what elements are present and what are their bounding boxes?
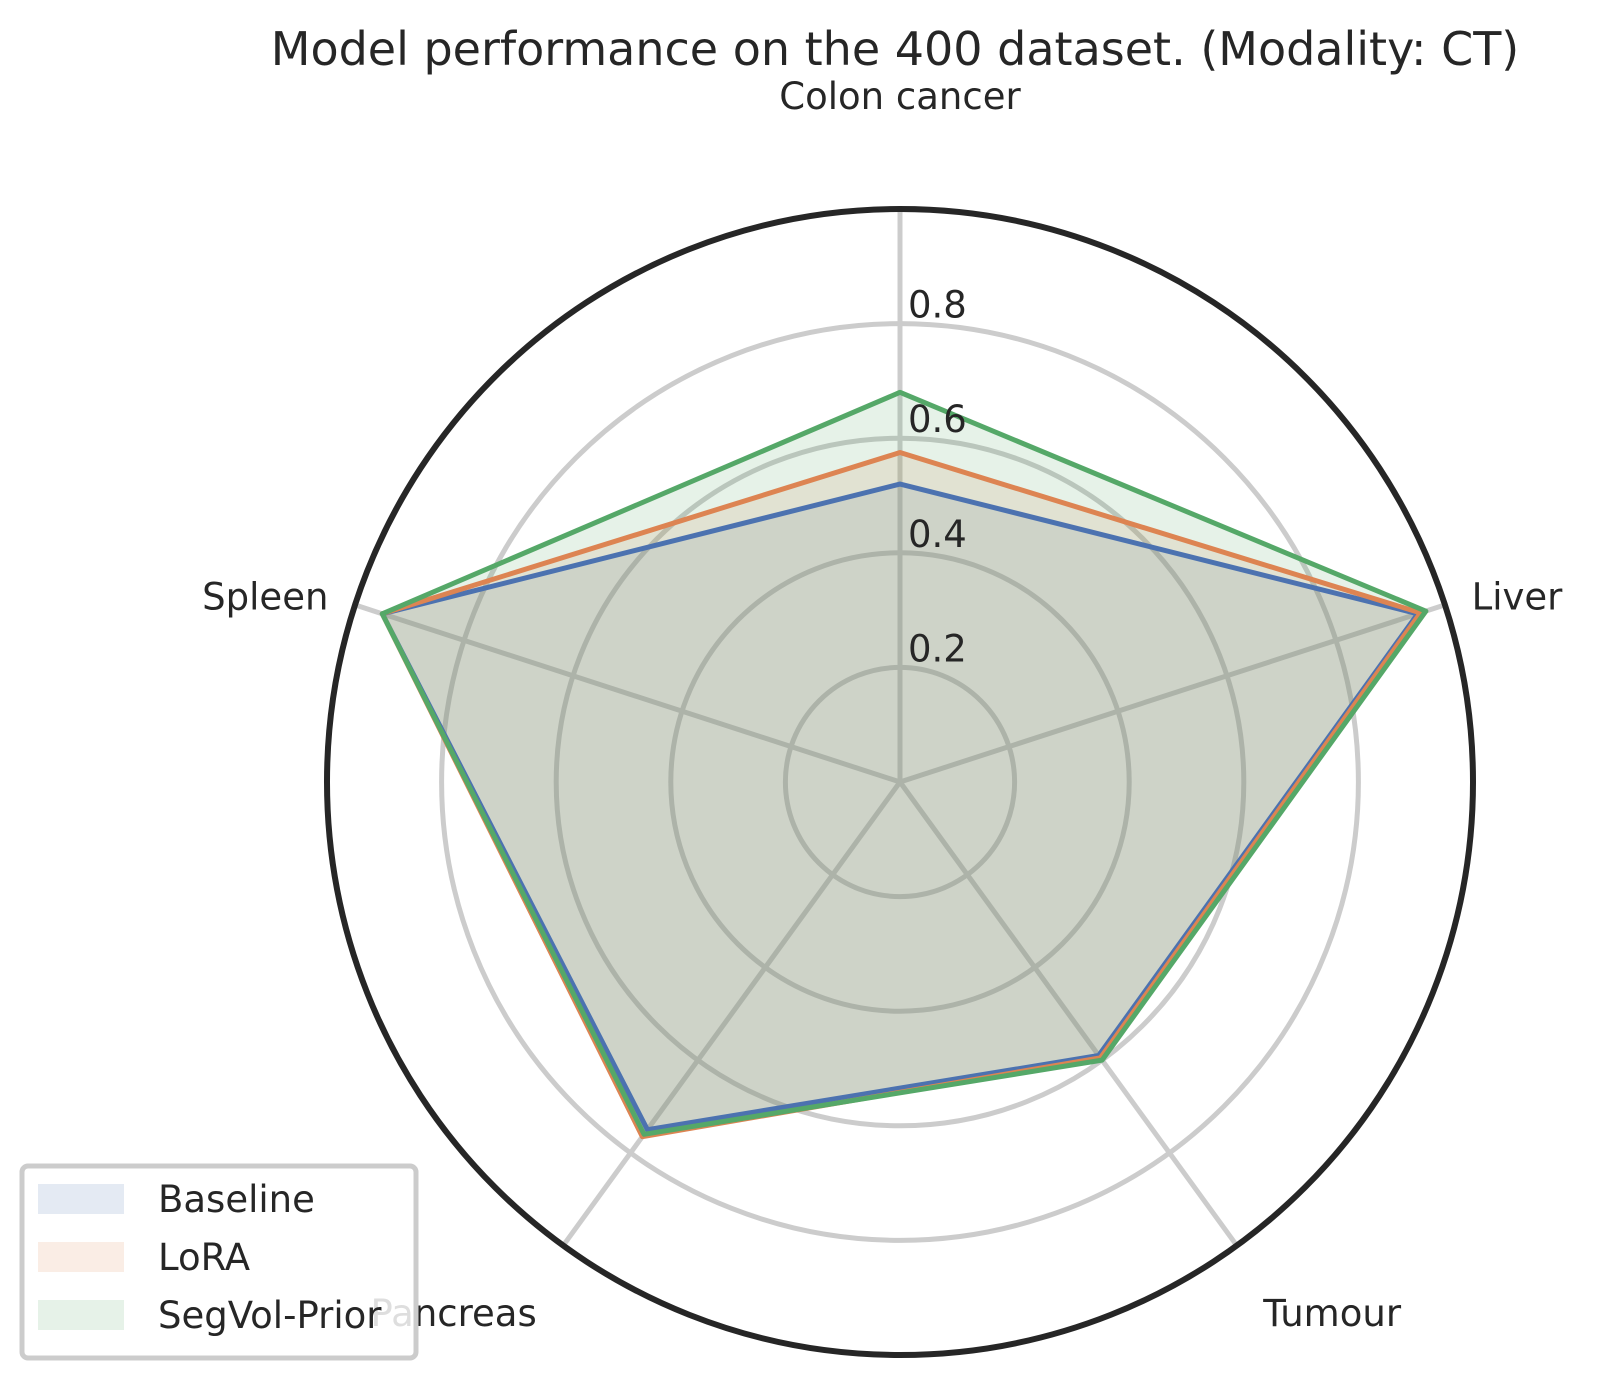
axis-label-4: Spleen <box>202 575 328 618</box>
grid-spoke-4 <box>354 602 901 785</box>
legend-swatch-0 <box>38 1184 124 1214</box>
grid-spoke-1 <box>899 602 1446 785</box>
series-layer <box>379 389 1429 1140</box>
r-tick-label: 0.2 <box>908 627 967 670</box>
axis-label-2: Tumour <box>1262 1292 1402 1335</box>
radial-tick-labels: 0.2 0.4 0.6 0.8 <box>908 284 967 671</box>
legend-box <box>19 1163 419 1361</box>
outer-frame <box>324 206 1476 1358</box>
grid-spoke-3 <box>561 780 903 1248</box>
legend-swatch-1 <box>38 1242 124 1272</box>
series-fill-2 <box>382 392 1426 1135</box>
axis-label-0: Colon cancer <box>779 75 1021 118</box>
legend-label-0: Baseline <box>158 1178 315 1221</box>
radial-grid <box>354 209 1446 1248</box>
legend: Baseline LoRA SegVol-Prior <box>19 1163 419 1361</box>
legend-swatch-2 <box>38 1300 124 1330</box>
series-line-0 <box>379 481 1421 1133</box>
r-tick-label: 0.6 <box>908 398 967 441</box>
legend-label-1: LoRA <box>158 1236 250 1279</box>
legend-label-2: SegVol-Prior <box>158 1294 382 1337</box>
r-tick-label: 0.4 <box>908 513 967 556</box>
axis-label-1: Liver <box>1472 575 1564 618</box>
grid-spoke-2 <box>897 780 1239 1248</box>
chart-title: Model performance on the 400 dataset. (M… <box>271 22 1520 76</box>
series-line-2 <box>379 389 1429 1137</box>
r-tick-label: 0.8 <box>908 284 967 327</box>
